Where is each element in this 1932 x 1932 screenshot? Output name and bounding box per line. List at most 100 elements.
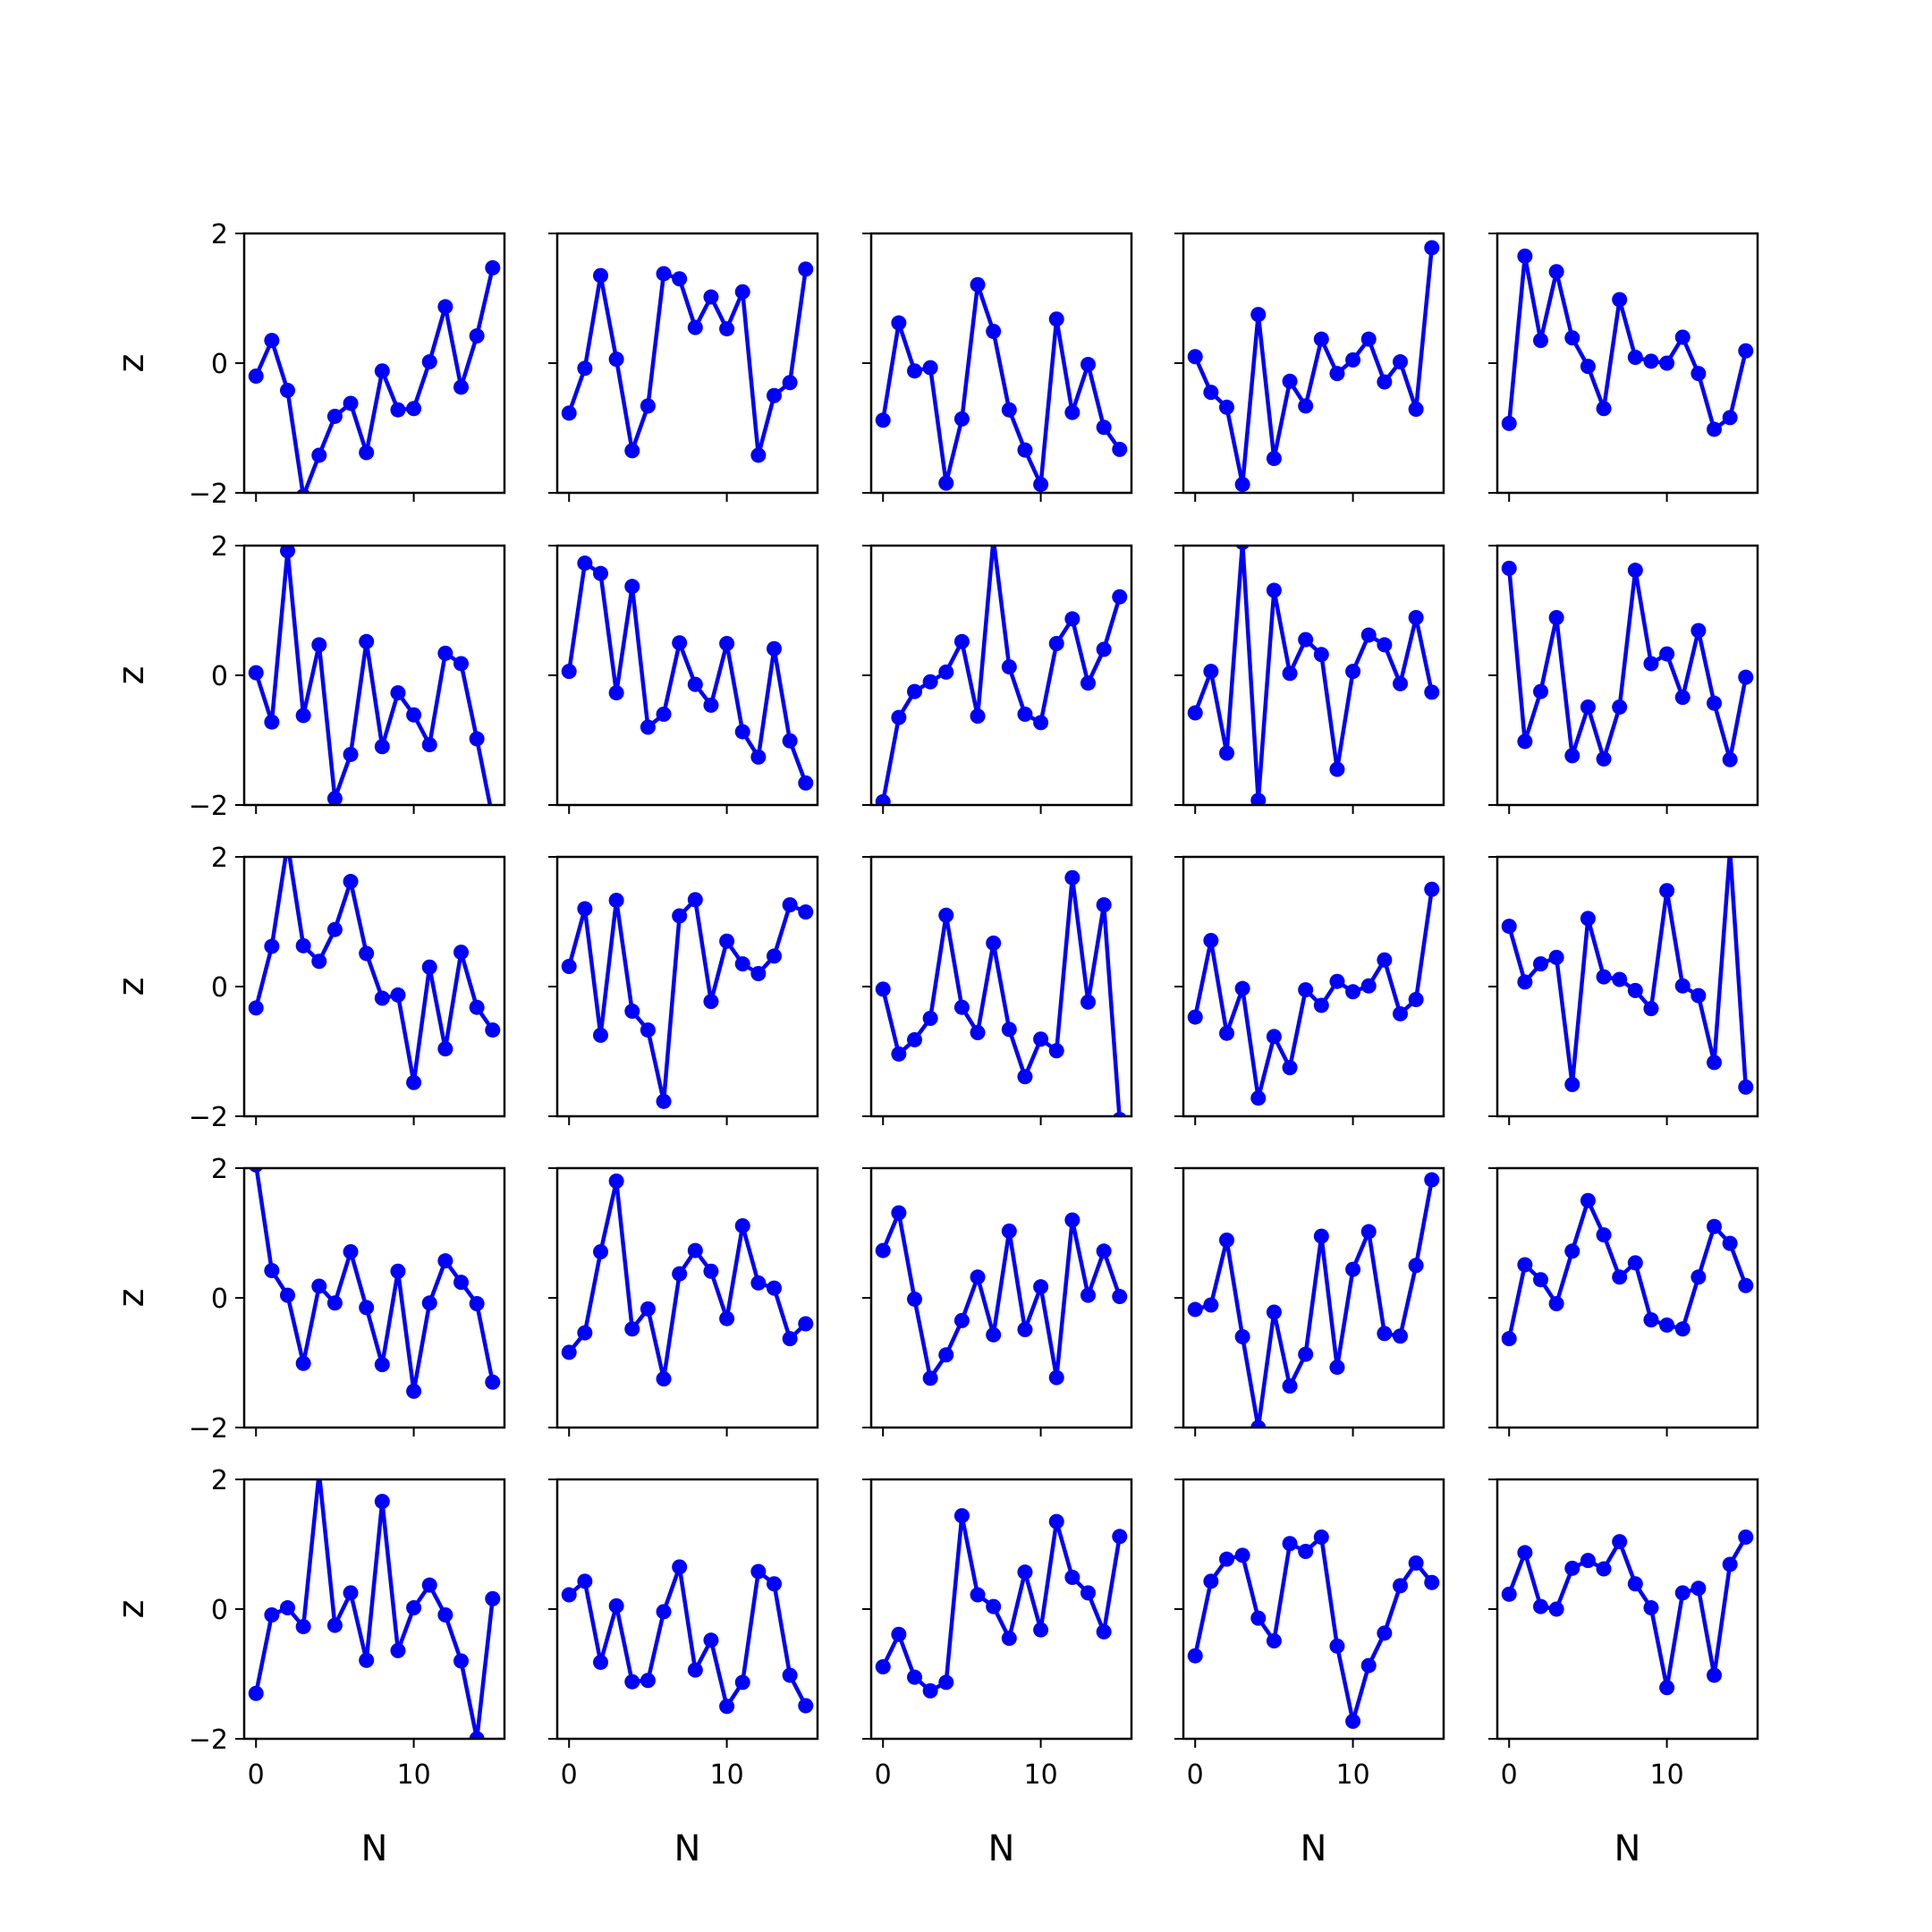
x-tick-label: 10 bbox=[1649, 1759, 1683, 1791]
series-line bbox=[881, 1210, 1122, 1381]
data-point bbox=[485, 1374, 501, 1390]
data-point bbox=[1017, 1069, 1033, 1085]
data-point bbox=[593, 1654, 608, 1670]
data-point bbox=[1596, 401, 1612, 417]
data-point bbox=[891, 709, 907, 725]
data-point bbox=[875, 1659, 891, 1675]
data-point bbox=[907, 683, 922, 699]
data-point bbox=[374, 1494, 390, 1510]
data-point bbox=[891, 1205, 907, 1221]
data-point bbox=[1187, 1648, 1203, 1664]
series-group bbox=[248, 259, 501, 493]
data-point bbox=[561, 1344, 577, 1360]
data-point bbox=[1738, 1277, 1754, 1293]
data-point bbox=[1377, 1625, 1393, 1641]
data-point bbox=[1564, 330, 1580, 346]
series-group bbox=[561, 555, 814, 791]
data-point bbox=[1377, 1326, 1393, 1342]
series-line bbox=[881, 875, 1122, 1116]
data-point bbox=[1001, 659, 1017, 675]
data-point bbox=[1360, 627, 1377, 643]
series-group bbox=[1501, 248, 1754, 437]
data-point bbox=[248, 1685, 264, 1701]
data-point bbox=[767, 1576, 782, 1592]
x-tick-label: 0 bbox=[875, 1759, 892, 1791]
series-line bbox=[254, 1168, 495, 1394]
data-point bbox=[577, 1573, 593, 1589]
data-point bbox=[1360, 1224, 1377, 1240]
data-point bbox=[750, 966, 767, 981]
axes-frame bbox=[555, 1166, 819, 1429]
data-point bbox=[734, 956, 750, 972]
data-point bbox=[561, 664, 577, 680]
series-line bbox=[1507, 857, 1749, 1088]
data-point bbox=[1674, 978, 1690, 994]
data-point bbox=[782, 1331, 798, 1347]
data-point bbox=[1501, 560, 1517, 576]
data-point bbox=[1564, 748, 1580, 764]
y-tick-label: 0 bbox=[211, 972, 228, 1004]
data-point bbox=[315, 1479, 324, 1481]
data-point bbox=[1725, 857, 1734, 859]
data-point bbox=[672, 635, 688, 651]
series-line bbox=[567, 561, 808, 784]
data-point bbox=[1203, 1297, 1219, 1313]
data-point bbox=[970, 1269, 986, 1285]
series-group bbox=[1187, 1172, 1440, 1428]
data-point bbox=[1096, 641, 1112, 657]
data-point bbox=[1707, 421, 1722, 437]
data-point bbox=[1187, 705, 1203, 721]
data-point bbox=[703, 1263, 719, 1279]
data-point bbox=[326, 408, 343, 424]
panel-r1-c1: −2 0 2 z bbox=[111, 219, 506, 510]
data-point bbox=[1722, 410, 1738, 426]
data-point bbox=[469, 999, 485, 1015]
data-point bbox=[672, 908, 688, 924]
data-point bbox=[1048, 1369, 1064, 1385]
data-point bbox=[343, 395, 359, 411]
data-point bbox=[1048, 1513, 1064, 1530]
series-line bbox=[567, 1179, 808, 1381]
axes-frame bbox=[1182, 855, 1445, 1118]
series-line bbox=[1193, 1535, 1434, 1724]
axes-frame bbox=[1496, 1166, 1759, 1429]
data-point bbox=[1408, 1555, 1424, 1572]
series-group bbox=[1187, 546, 1440, 805]
data-point bbox=[734, 1218, 750, 1234]
axes-frame bbox=[555, 855, 819, 1118]
data-point bbox=[453, 656, 469, 672]
data-point bbox=[953, 999, 970, 1015]
data-point bbox=[1219, 399, 1234, 415]
data-point bbox=[264, 333, 280, 349]
data-point bbox=[1096, 1623, 1112, 1640]
data-point bbox=[875, 1242, 891, 1258]
data-point bbox=[1707, 1218, 1722, 1234]
data-point bbox=[1203, 664, 1219, 680]
data-point bbox=[1250, 307, 1267, 323]
axes-frame bbox=[869, 544, 1133, 807]
series-line bbox=[1506, 568, 1748, 762]
data-point bbox=[1298, 1543, 1314, 1559]
series-line bbox=[1507, 1199, 1748, 1340]
data-point bbox=[577, 1325, 593, 1341]
data-point bbox=[296, 488, 310, 493]
data-point bbox=[406, 707, 422, 723]
data-point bbox=[1001, 1223, 1017, 1239]
data-point bbox=[453, 1653, 469, 1669]
data-point bbox=[485, 1590, 501, 1606]
data-point bbox=[687, 676, 703, 692]
y-axis-label: z bbox=[111, 1600, 152, 1619]
data-point bbox=[1234, 1547, 1250, 1563]
data-point bbox=[719, 1699, 735, 1715]
data-point bbox=[1738, 669, 1754, 685]
data-point bbox=[1064, 869, 1080, 886]
data-point bbox=[1424, 881, 1440, 897]
data-point bbox=[1033, 1031, 1049, 1047]
data-point bbox=[343, 1244, 359, 1260]
panel-r5-c3: 0 10 N bbox=[862, 1478, 1133, 1869]
data-point bbox=[326, 1295, 343, 1311]
series-group bbox=[248, 546, 500, 826]
data-point bbox=[1596, 1227, 1612, 1243]
data-point bbox=[593, 1244, 608, 1260]
data-point bbox=[485, 810, 500, 826]
